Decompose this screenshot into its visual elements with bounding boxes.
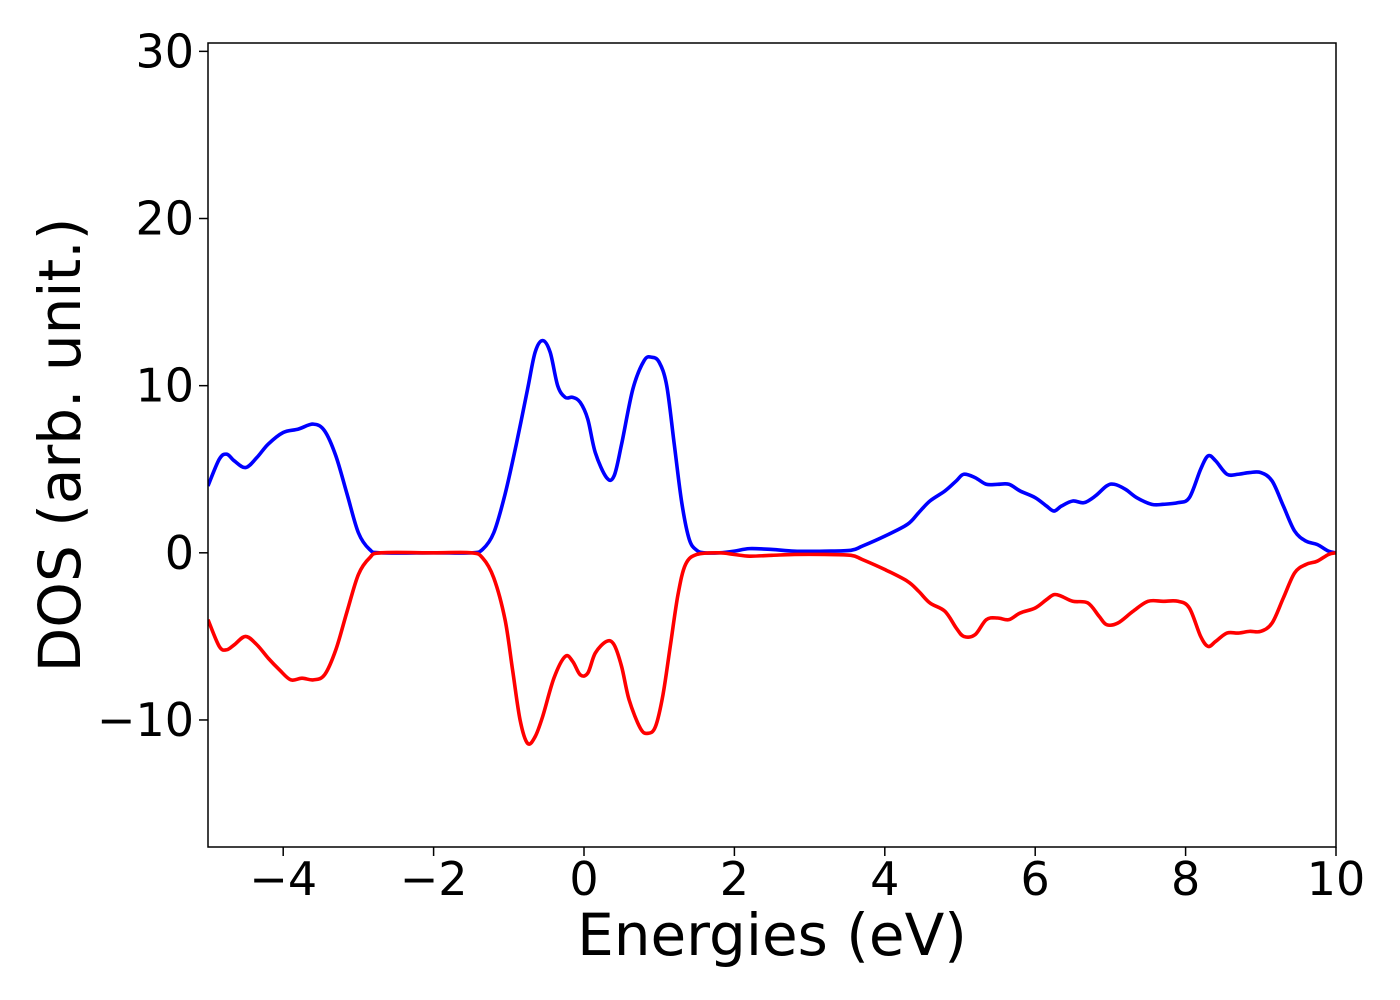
x-axis-label: Energies (eV)	[577, 901, 967, 969]
series-line-blue	[208, 338, 1336, 555]
x-tick-label: 0	[569, 852, 598, 906]
x-tick-label: 4	[870, 852, 899, 906]
y-tick-label: −10	[97, 693, 194, 747]
plot-frame	[207, 42, 1337, 848]
series-layer	[208, 338, 1336, 746]
x-tick-label: 8	[1171, 852, 1200, 906]
x-tick-label: −2	[400, 852, 468, 906]
x-tick-label: −4	[249, 852, 317, 906]
x-tick-label: 10	[1307, 852, 1366, 906]
y-tick-label: 0	[165, 526, 194, 580]
y-tick-label: 30	[135, 24, 194, 78]
y-tick-label: 20	[135, 192, 194, 246]
y-axis: −10 0 10 20 30	[97, 24, 208, 747]
y-axis-label: DOS (arb. unit.)	[26, 218, 94, 673]
x-tick-label: 6	[1021, 852, 1050, 906]
x-axis: −4 −2 0 2 4 6 8 10	[249, 847, 1365, 906]
series-line-red	[208, 550, 1336, 746]
y-tick-label: 10	[135, 359, 194, 413]
x-tick-label: 2	[720, 852, 749, 906]
